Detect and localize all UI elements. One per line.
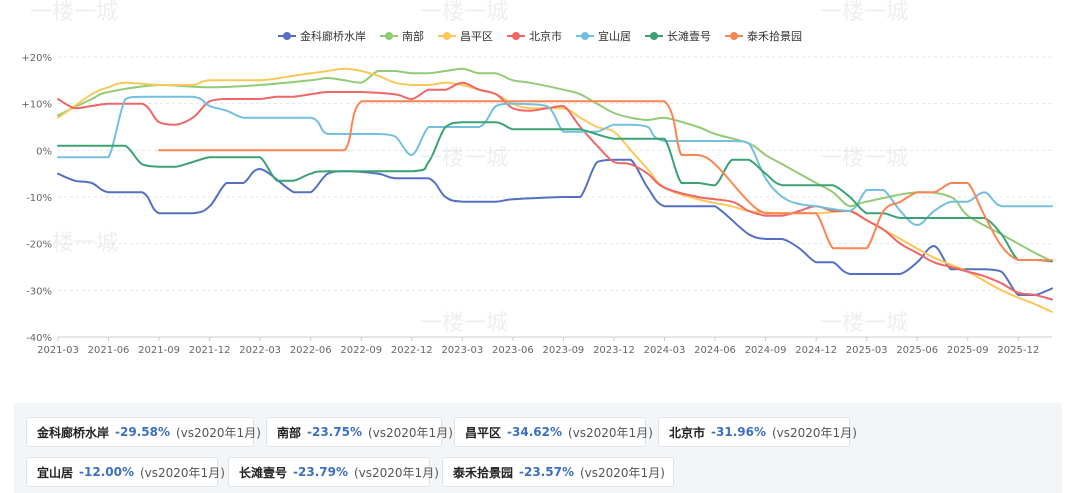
summary-name: 金科廊桥水岸 (37, 425, 110, 440)
legend-item[interactable]: 南部 (380, 28, 424, 44)
x-tick-label: 2021-06 (88, 345, 130, 356)
series-line-5 (57, 95, 1053, 226)
series-line-4 (57, 81, 1053, 301)
legend-item[interactable]: 北京市 (507, 28, 562, 44)
legend-label: 宜山居 (598, 30, 631, 43)
legend-swatch-icon (725, 31, 743, 41)
x-axis: 2021-03 2021-06 2021-09 2021-12 2022-03 2022-… (37, 336, 1052, 356)
x-tick-label: 2024-09 (745, 345, 787, 356)
legend-label: 长滩壹号 (667, 30, 711, 43)
chart-legend: 金科廊桥水岸 南部 昌平区 北京市 宜山居 长滩壹号 泰禾拾景园 (0, 28, 1080, 44)
summary-name: 泰禾拾景园 (453, 465, 514, 480)
summary-card: 宜山居 -12.00% (vs2020年1月) (26, 457, 225, 487)
legend-swatch-icon (576, 31, 594, 41)
y-tick-label: -10% (26, 193, 52, 204)
legend-swatch-icon (380, 31, 398, 41)
x-tick-label: 2021-12 (189, 345, 231, 356)
y-tick-label: -20% (26, 240, 52, 251)
y-tick-label: -40% (26, 333, 52, 344)
summary-note: (vs2020年1月) (139, 465, 225, 480)
legend-swatch-icon (645, 31, 663, 41)
legend-swatch-icon (438, 31, 456, 41)
series-line-6 (57, 121, 1053, 263)
summary-pct: -23.57% (519, 465, 574, 479)
y-tick-label: -30% (26, 286, 52, 297)
x-tick-label: 2022-06 (290, 345, 332, 356)
legend-swatch-icon (507, 31, 525, 41)
summary-note: (vs2020年1月) (567, 425, 653, 440)
summary-note: (vs2020年1月) (175, 425, 261, 440)
summary-panel: 金科廊桥水岸 -29.58% (vs2020年1月) 南部 -23.75% (vs202… (14, 403, 1062, 493)
summary-card: 昌平区 -34.62% (vs2020年1月) (454, 417, 653, 447)
legend-item[interactable]: 长滩壹号 (645, 28, 711, 44)
summary-card: 北京市 -31.96% (vs2020年1月) (658, 417, 857, 447)
summary-pct: -23.75% (307, 425, 362, 439)
x-tick-label: 2023-06 (492, 345, 534, 356)
series-line-7 (158, 100, 1053, 262)
summary-card: 泰禾拾景园 -23.57% (vs2020年1月) (442, 457, 674, 487)
legend-label: 泰禾拾景园 (747, 30, 802, 43)
legend-item[interactable]: 泰禾拾景园 (725, 28, 802, 44)
summary-note: (vs2020年1月) (579, 465, 665, 480)
legend-item[interactable]: 金科廊桥水岸 (278, 28, 366, 44)
series-line-2 (57, 67, 1053, 263)
x-tick-label: 2025-03 (846, 345, 888, 356)
summary-pct: -23.79% (293, 465, 348, 479)
summary-name: 长滩壹号 (239, 465, 288, 480)
x-tick-label: 2024-03 (644, 345, 686, 356)
legend-item[interactable]: 昌平区 (438, 28, 493, 44)
x-tick-label: 2021-03 (37, 345, 79, 356)
summary-note: (vs2020年1月) (771, 425, 857, 440)
summary-name: 南部 (277, 425, 302, 440)
summary-pct: -12.00% (79, 465, 134, 479)
summary-card: 南部 -23.75% (vs2020年1月) (266, 417, 453, 447)
x-tick-label: 2023-09 (543, 345, 585, 356)
summary-card: 金科廊桥水岸 -29.58% (vs2020年1月) (26, 417, 261, 447)
legend-label: 昌平区 (460, 30, 493, 43)
legend-swatch-icon (278, 31, 296, 41)
summary-name: 北京市 (669, 425, 706, 440)
y-tick-label: +10% (21, 100, 52, 111)
series-lines (57, 67, 1053, 313)
y-tick-label: +20% (21, 53, 52, 64)
summary-pct: -29.58% (115, 425, 170, 439)
summary-note: (vs2020年1月) (367, 425, 453, 440)
x-tick-label: 2022-09 (340, 345, 382, 356)
price-change-chart: 2021-03 2021-06 2021-09 2021-12 2022-03 2022-… (21, 53, 1053, 356)
series-line-1 (57, 158, 1053, 296)
x-tick-label: 2025-06 (896, 345, 938, 356)
legend-label: 南部 (402, 30, 424, 43)
x-tick-label: 2022-03 (239, 345, 281, 356)
summary-card: 长滩壹号 -23.79% (vs2020年1月) (228, 457, 439, 487)
legend-label: 北京市 (529, 30, 562, 43)
y-axis: +20% +10% 0% -10% -20% -30% -40% (21, 53, 52, 344)
summary-pct: -34.62% (507, 425, 562, 439)
summary-name: 昌平区 (465, 425, 502, 440)
x-tick-label: 2023-12 (593, 345, 635, 356)
summary-note: (vs2020年1月) (353, 465, 439, 480)
x-tick-label: 2025-09 (947, 345, 989, 356)
x-tick-label: 2021-09 (138, 345, 180, 356)
x-tick-label: 2024-12 (795, 345, 837, 356)
summary-name: 宜山居 (37, 465, 74, 480)
legend-label: 金科廊桥水岸 (300, 30, 366, 43)
y-tick-label: 0% (36, 146, 52, 157)
x-tick-label: 2025-12 (997, 345, 1039, 356)
x-tick-label: 2023-03 (441, 345, 483, 356)
x-tick-label: 2024-06 (694, 345, 736, 356)
x-tick-label: 2022-12 (391, 345, 433, 356)
legend-item[interactable]: 宜山居 (576, 28, 631, 44)
summary-pct: -31.96% (711, 425, 766, 439)
